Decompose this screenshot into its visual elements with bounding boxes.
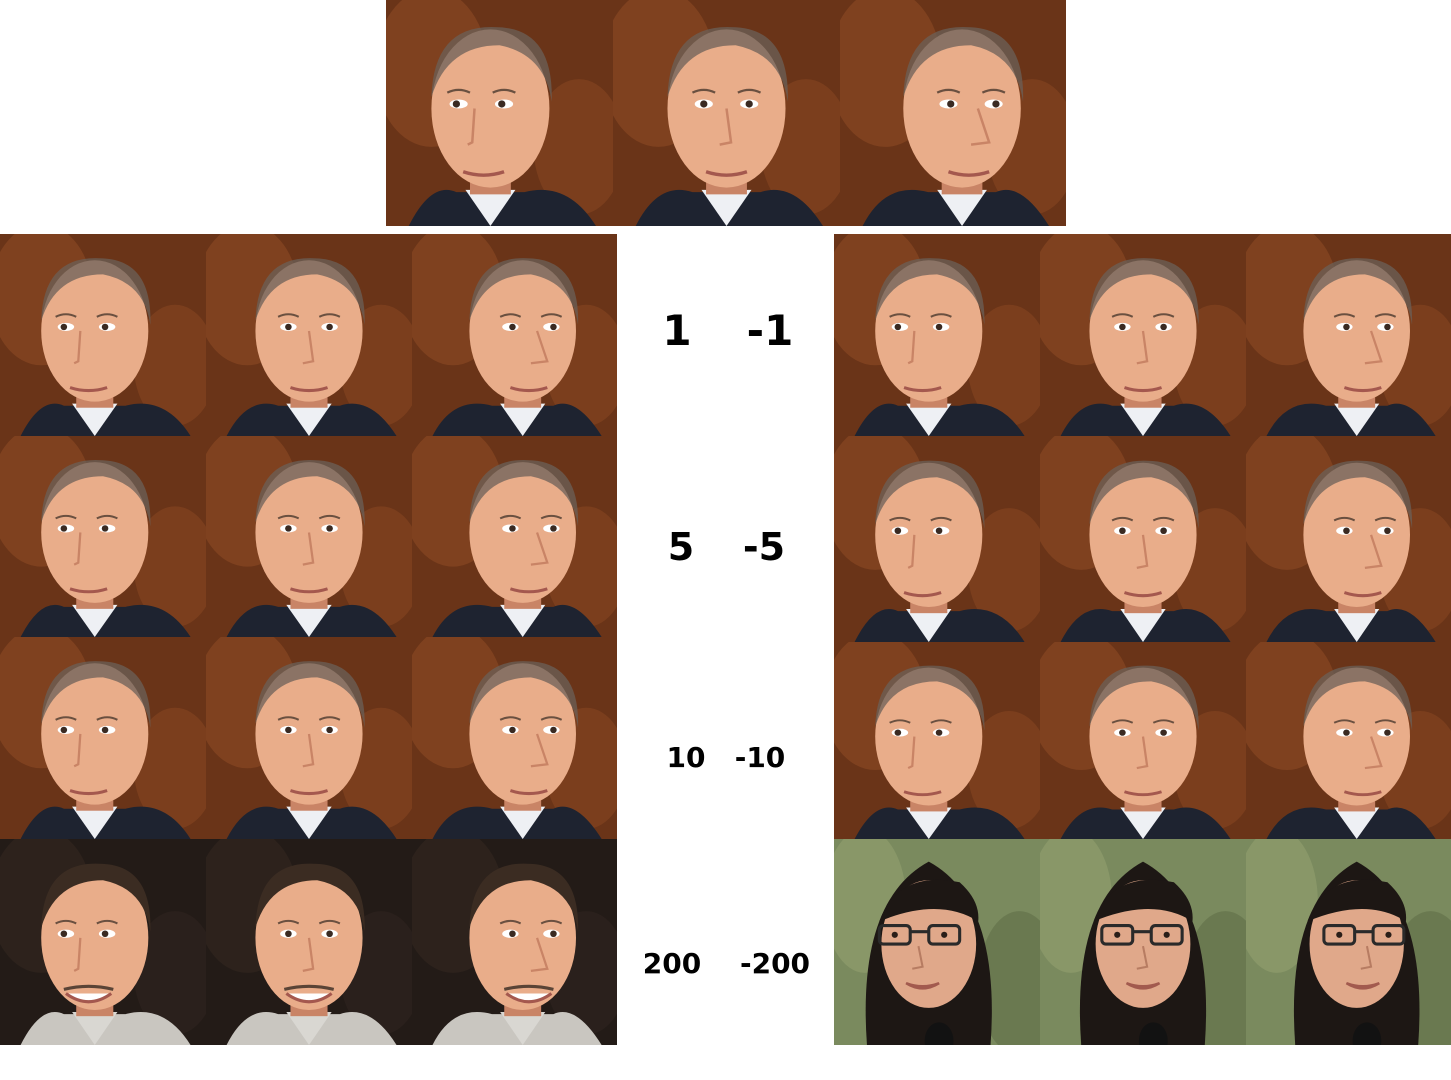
- right-strip-row-1: [834, 234, 1451, 436]
- face-image-left: [0, 637, 206, 839]
- face-image-left: [834, 234, 1040, 436]
- label-positive-row-4: 200: [642, 947, 702, 980]
- face-image-front: [206, 436, 412, 637]
- label-negative-row-4: -200: [739, 947, 811, 980]
- face-image-front: [1040, 436, 1246, 642]
- face-image-front: [1040, 234, 1246, 436]
- left-strip-row-2: [0, 436, 617, 637]
- right-strip-row-3: [834, 642, 1451, 839]
- label-negative-row-1: -1: [746, 306, 794, 355]
- face-image-right: [1246, 234, 1451, 436]
- label-positive-row-3: 10: [666, 741, 706, 774]
- label-positive-row-1: 1: [662, 306, 692, 355]
- face-image-right: [412, 436, 617, 637]
- reference-face-front: [613, 0, 840, 226]
- face-image-left: [0, 436, 206, 637]
- label-negative-row-3: -10: [734, 741, 786, 774]
- face-image-right: [1246, 436, 1451, 642]
- right-strip-row-4: [834, 839, 1451, 1045]
- face-image-front: [206, 839, 412, 1045]
- face-image-right: [412, 839, 617, 1045]
- left-strip-row-1: [0, 234, 617, 436]
- face-image-front: [206, 637, 412, 839]
- face-image-left: [834, 642, 1040, 839]
- left-strip-row-4: [0, 839, 617, 1045]
- reference-face-right: [840, 0, 1066, 226]
- face-image-front: [1040, 642, 1246, 839]
- right-strip-row-2: [834, 436, 1451, 642]
- face-image-right: [412, 637, 617, 839]
- label-positive-row-2: 5: [667, 525, 695, 569]
- left-strip-row-3: [0, 637, 617, 839]
- face-image-left: [0, 839, 206, 1045]
- reference-strip: [386, 0, 1066, 226]
- face-image-left: [0, 234, 206, 436]
- label-negative-row-2: -5: [742, 525, 786, 569]
- face-image-front: [206, 234, 412, 436]
- reference-face-left: [386, 0, 613, 226]
- face-image-left: [834, 839, 1040, 1045]
- face-image-right: [412, 234, 617, 436]
- face-image-left: [834, 436, 1040, 642]
- face-image-front: [1040, 839, 1246, 1045]
- face-image-right: [1246, 642, 1451, 839]
- face-image-right: [1246, 839, 1451, 1045]
